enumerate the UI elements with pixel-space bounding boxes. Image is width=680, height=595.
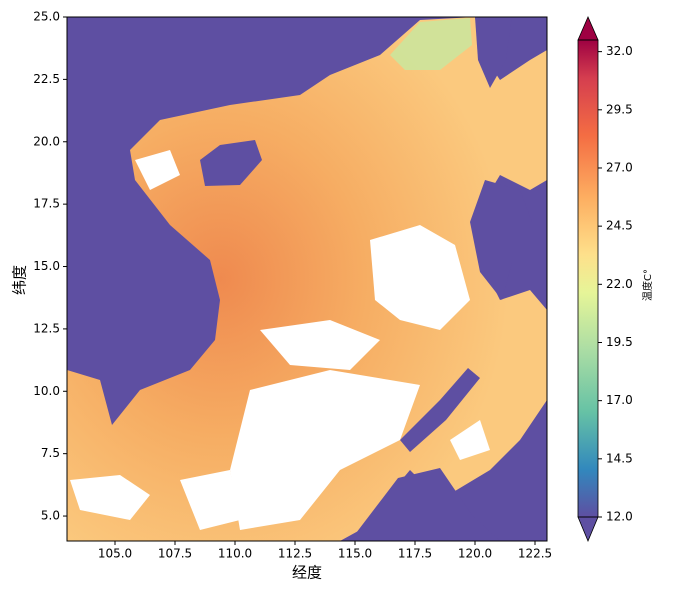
- cloud: [180, 470, 240, 530]
- y-tick-label: 5.0: [41, 509, 60, 523]
- map-field: [67, 17, 547, 541]
- y-tick-label: 12.5: [33, 321, 60, 335]
- y-tick-label: 25.0: [33, 10, 60, 24]
- colorbar-frame: [577, 39, 599, 518]
- y-tick-label: 20.0: [33, 134, 60, 148]
- y-tick-label: 15.0: [33, 259, 60, 273]
- plot-frame: [66, 16, 548, 542]
- sea: [67, 17, 547, 541]
- cloud: [230, 370, 420, 530]
- cloud: [370, 225, 470, 330]
- y-tick-label: 17.5: [33, 197, 60, 211]
- land: [470, 180, 532, 300]
- land: [400, 368, 480, 452]
- land: [200, 140, 262, 186]
- x-tick-label: 120.0: [458, 547, 492, 561]
- x-tick-label: 117.5: [398, 547, 432, 561]
- x-tick-label: 105.0: [98, 547, 132, 561]
- colorbar-tick-label: 32.0: [606, 44, 633, 58]
- colorbar-tick-label: 14.5: [606, 451, 633, 465]
- colorbar: [578, 40, 598, 517]
- cloud: [135, 150, 180, 190]
- cloud: [450, 420, 490, 460]
- land: [350, 468, 500, 541]
- colorbar-tick-label: 22.0: [606, 277, 633, 291]
- colorbar-tick-label: 27.0: [606, 160, 633, 174]
- cloud: [70, 475, 150, 520]
- colorbar-label: 温度C°: [641, 269, 654, 301]
- x-axis-label: 经度: [292, 564, 322, 582]
- clouds: [70, 150, 490, 530]
- y-tick-label: 22.5: [33, 72, 60, 86]
- cloud: [260, 320, 380, 370]
- colorbar-tick-label: 24.5: [606, 219, 633, 233]
- x-tick-label: 115.0: [338, 547, 372, 561]
- colorbar-extend-min: [577, 516, 599, 543]
- y-tick-label: 10.0: [33, 384, 60, 398]
- colorbar-tick-label: 12.0: [606, 510, 633, 524]
- x-tick-label: 107.5: [158, 547, 192, 561]
- coastal-cool-water: [390, 18, 472, 70]
- colorbar-tick-label: 29.5: [606, 102, 633, 116]
- x-tick-label: 112.5: [278, 547, 312, 561]
- y-axis-label: 纬度: [11, 265, 29, 295]
- x-tick-label: 122.5: [518, 547, 552, 561]
- colorbar-extend-max: [577, 15, 599, 41]
- colorbar-tick-label: 17.0: [606, 393, 633, 407]
- colorbar-tick-label: 19.5: [606, 335, 633, 349]
- land: [475, 17, 512, 88]
- x-tick-label: 110.0: [218, 547, 252, 561]
- y-tick-label: 7.5: [41, 446, 60, 460]
